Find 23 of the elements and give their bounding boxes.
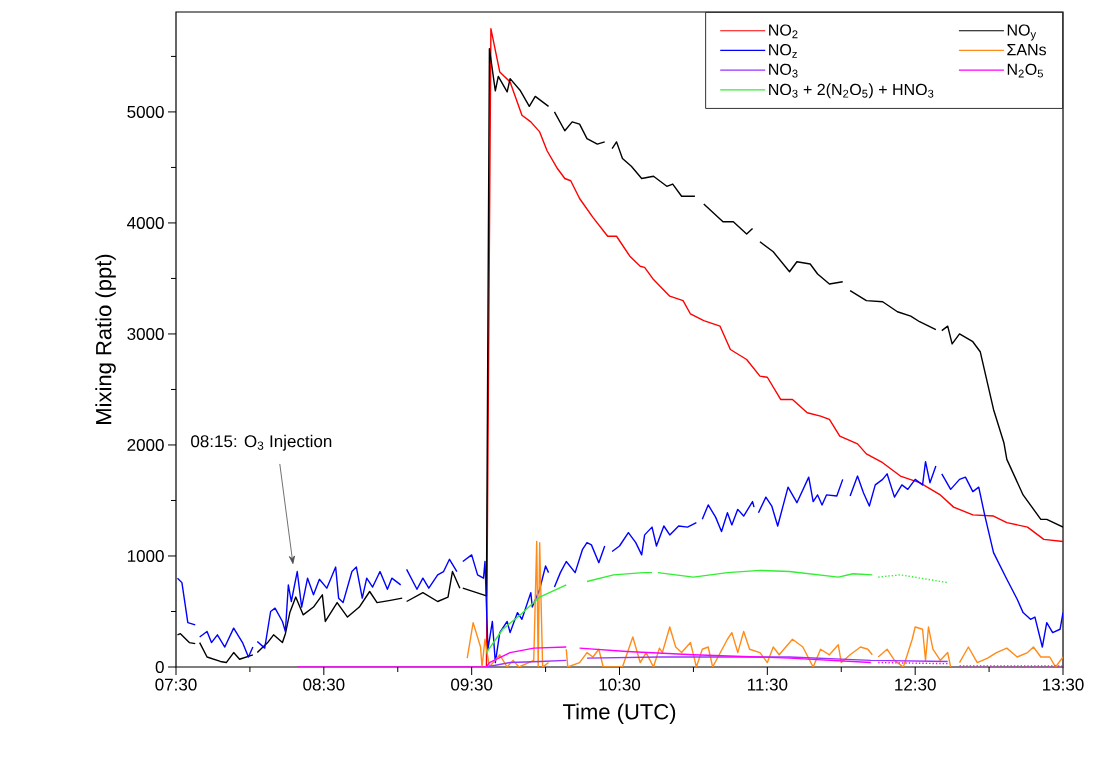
x-tick-label: 10:30 <box>599 678 641 691</box>
x-tick-label: 11:30 <box>748 678 788 691</box>
legend-label: NO$_{y}$ <box>1007 24 1037 41</box>
annotation: 08:15: O$_{3}$ Injection <box>191 434 332 451</box>
y-tick-label: 4000 <box>127 216 164 229</box>
x-tick-label: 08:30 <box>303 678 345 691</box>
y-tick-label: 3000 <box>127 327 164 340</box>
legend-label: N$_{2}$O$_{5}$ <box>1007 63 1043 78</box>
y-tick-label: 1000 <box>127 549 164 563</box>
y-tick-label: 5000 <box>127 105 164 118</box>
y-tick-label: 0 <box>155 660 164 674</box>
legend-label: ΣANs <box>1007 44 1047 56</box>
y-tick-label: 2000 <box>127 438 164 451</box>
x-tick-label: 13:30 <box>1043 678 1084 691</box>
x-axis-title: Time (UTC) <box>562 703 676 724</box>
y-axis-title: Mixing Ratio (ppt) <box>95 254 116 424</box>
x-tick-label: 12:30 <box>895 678 936 691</box>
legend-label: NO$_{z}$ <box>769 44 797 58</box>
x-tick-label: 07:30 <box>155 678 197 691</box>
x-tick-label: 09:30 <box>451 678 493 691</box>
legend-label: NO$_{2}$ <box>769 24 798 39</box>
legend-label: NO$_{3}$ <box>769 63 798 78</box>
legend-label: NO$_{3}$ + 2(N$_{2}$O$_{5}$) + HNO$_{3}$ <box>769 83 934 99</box>
